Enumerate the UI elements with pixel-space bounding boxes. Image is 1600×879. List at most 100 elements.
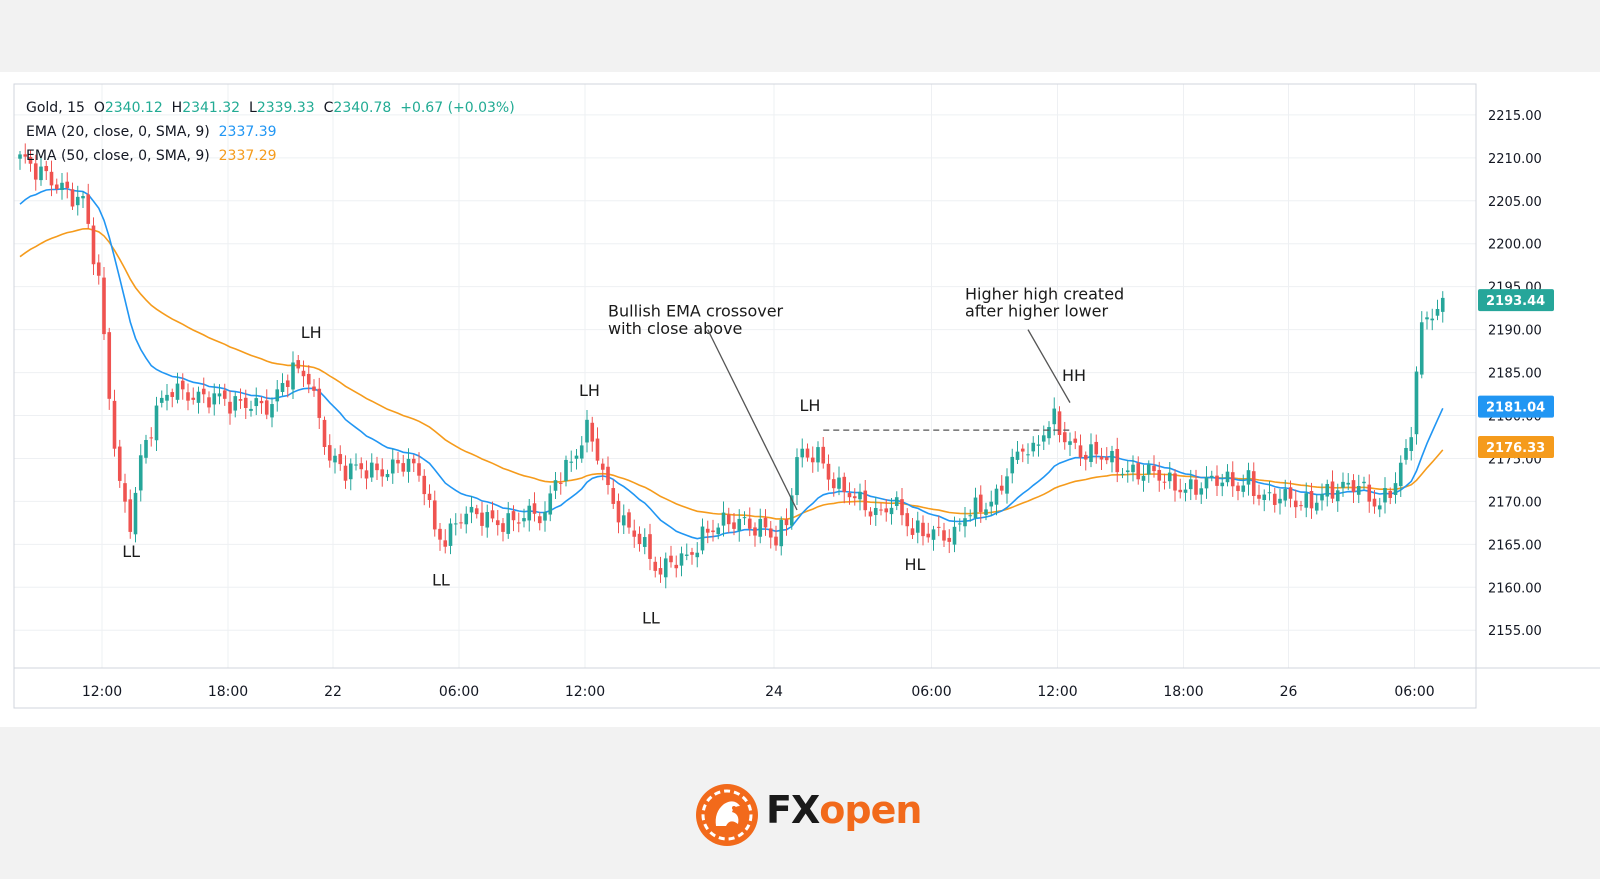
candle	[837, 466, 841, 496]
candle	[1241, 474, 1246, 498]
candle-body	[1425, 317, 1429, 320]
candle	[65, 172, 70, 199]
candle-body	[285, 380, 290, 387]
candle	[679, 546, 684, 577]
candle-body	[1026, 454, 1030, 456]
candle	[947, 529, 952, 554]
candle	[653, 556, 658, 578]
candle-body	[611, 488, 616, 504]
candle-body	[726, 514, 731, 525]
price-badge: 2193.44	[1478, 289, 1554, 312]
x-tick-label: 06:00	[911, 684, 951, 700]
candle	[1152, 455, 1156, 478]
candle-body	[1383, 488, 1387, 503]
legend-close: 2340.78	[333, 100, 392, 116]
candle-body	[354, 464, 358, 466]
candle	[994, 484, 999, 516]
candle	[873, 496, 878, 526]
candle-body	[186, 392, 190, 401]
legend-ema20-value: 2337.39	[218, 124, 277, 140]
legend-ema20[interactable]: EMA (20, close, 0, SMA, 9) 2337.39	[26, 124, 277, 140]
candle-body	[81, 196, 85, 199]
candle	[674, 555, 679, 578]
candle-body	[684, 554, 689, 556]
annotations: LL LH LL LH LL LH HL HH Bullish EMA crossoverwit…	[122, 285, 1124, 628]
candle-body	[191, 397, 196, 400]
candle-body	[1120, 473, 1125, 475]
candle-body	[1209, 475, 1214, 478]
candle	[385, 469, 390, 481]
candle	[1047, 421, 1051, 445]
candle-body	[280, 383, 285, 392]
candle-body	[663, 558, 668, 578]
candle-body	[606, 466, 610, 486]
x-tick-label: 06:00	[439, 684, 479, 700]
price-badge-label: 2176.33	[1486, 441, 1545, 456]
swing-label: HL	[905, 555, 926, 574]
legend-ema50[interactable]: EMA (50, close, 0, SMA, 9) 2337.29	[26, 148, 277, 164]
candle	[480, 501, 484, 536]
candle-body	[1398, 462, 1403, 487]
candle	[1383, 477, 1387, 514]
candle-body	[1335, 490, 1340, 502]
candle-body	[411, 458, 416, 464]
candle	[1388, 487, 1393, 505]
candle	[663, 552, 668, 589]
candle	[1157, 461, 1162, 492]
candle-body	[774, 536, 778, 546]
candle	[684, 543, 689, 561]
candle-body	[1435, 308, 1440, 316]
candle	[1272, 487, 1277, 513]
candle	[70, 182, 75, 210]
candle	[333, 448, 337, 474]
legend-open: 2340.12	[104, 100, 163, 116]
candle	[915, 511, 920, 544]
candle	[900, 487, 904, 526]
candle	[1430, 308, 1435, 331]
candle-body	[595, 438, 600, 461]
candle-body	[154, 405, 159, 441]
candle	[380, 458, 385, 487]
candle-body	[149, 437, 154, 439]
candle	[1236, 482, 1240, 501]
candle-body	[1330, 481, 1335, 499]
candle-body	[753, 527, 757, 536]
candle-body	[485, 512, 490, 528]
candle	[369, 453, 374, 482]
x-tick-label: 18:00	[1163, 684, 1203, 700]
candle-body	[558, 482, 563, 484]
candle-body	[228, 401, 232, 414]
candle	[18, 150, 22, 170]
candle-body	[1110, 450, 1114, 463]
candle	[726, 507, 731, 533]
candle-body	[989, 501, 994, 507]
higher-high-arrow	[1027, 329, 1071, 403]
candle-body	[884, 508, 889, 513]
candle	[243, 389, 248, 420]
candle	[1015, 441, 1020, 465]
candle	[1225, 464, 1230, 487]
candle	[469, 496, 474, 524]
candle	[44, 160, 49, 180]
y-tick-label: 2205.00	[1488, 195, 1542, 210]
legend-change: +0.67 (+0.03%)	[400, 100, 515, 116]
price-badge: 2181.04	[1478, 395, 1554, 418]
candle	[1314, 494, 1319, 515]
x-tick-label: 12:00	[82, 684, 122, 700]
candle-body	[464, 513, 469, 525]
candle-body	[1036, 444, 1041, 446]
ema50-line	[19, 227, 1444, 521]
candle	[716, 523, 721, 540]
candle	[921, 515, 925, 546]
candle-body	[632, 530, 637, 537]
candle-body	[637, 533, 642, 545]
candle	[343, 455, 348, 489]
candle	[1052, 397, 1057, 436]
candle-body	[1068, 441, 1072, 445]
candle	[1094, 434, 1099, 464]
candle	[522, 508, 526, 528]
candle	[1440, 291, 1445, 323]
swing-label: LH	[800, 396, 821, 415]
candle	[506, 502, 511, 539]
